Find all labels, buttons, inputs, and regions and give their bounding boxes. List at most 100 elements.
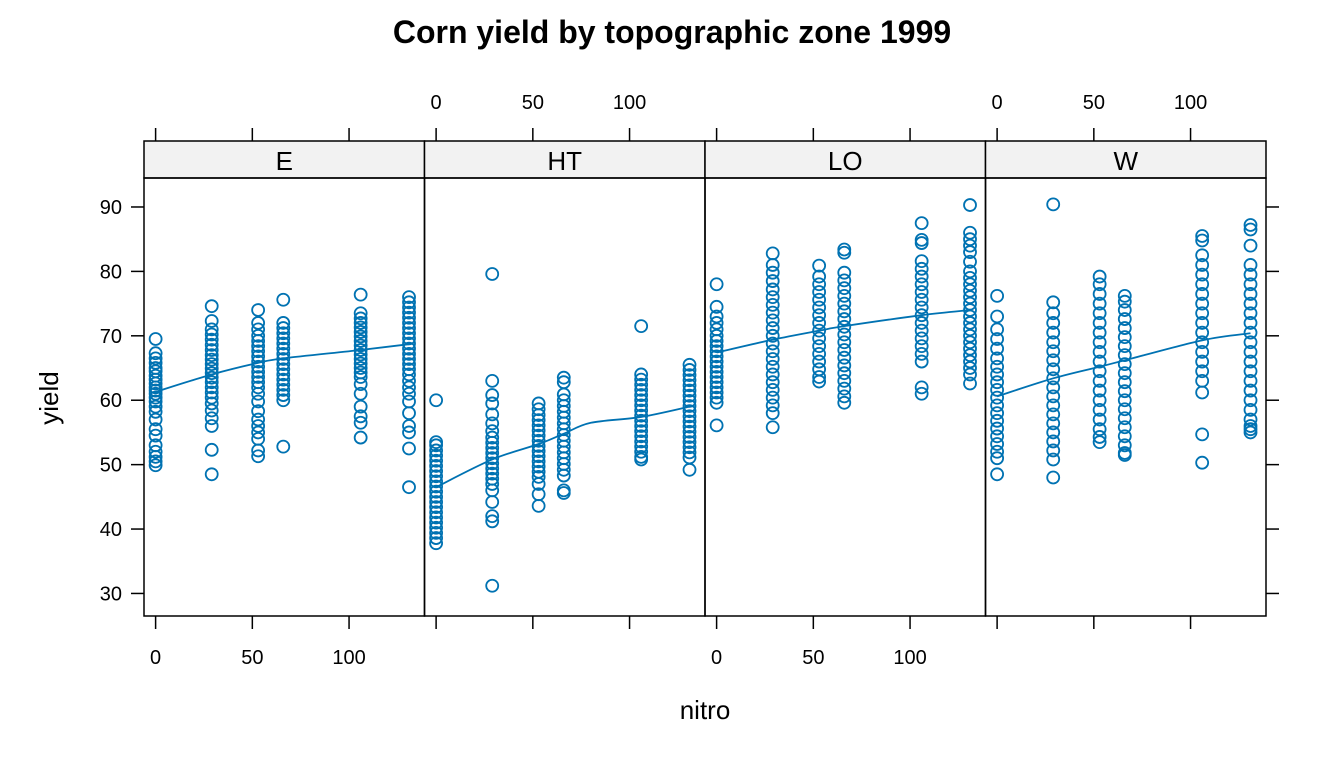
data-point — [1046, 295, 1061, 310]
data-point — [1243, 383, 1258, 398]
data-point — [990, 288, 1005, 303]
data-point — [276, 346, 291, 361]
data-point — [1243, 325, 1258, 340]
data-point — [837, 350, 852, 365]
data-point — [990, 367, 1005, 382]
data-point — [251, 386, 266, 401]
data-point — [682, 368, 697, 383]
data-point — [353, 347, 368, 362]
data-point — [251, 404, 266, 419]
data-point — [353, 287, 368, 302]
data-point — [765, 305, 780, 320]
y-tick-label: 60 — [100, 390, 122, 412]
data-point — [990, 398, 1005, 413]
data-point — [204, 467, 219, 482]
data-point — [837, 312, 852, 326]
data-point — [531, 449, 546, 464]
data-point — [276, 321, 291, 335]
data-point — [251, 339, 266, 354]
data-point — [148, 444, 163, 459]
data-point — [765, 375, 780, 390]
data-point — [812, 370, 827, 384]
data-point — [765, 258, 780, 272]
data-point — [276, 367, 291, 382]
data-point — [1243, 218, 1258, 232]
data-point — [634, 398, 649, 413]
data-point — [1092, 287, 1107, 301]
smooth-line-w — [996, 332, 1251, 398]
data-point — [1243, 345, 1258, 359]
data-point — [765, 383, 780, 397]
data-point — [837, 335, 852, 350]
data-point — [402, 326, 416, 341]
data-point — [531, 418, 546, 433]
data-point — [353, 334, 368, 348]
data-point — [402, 357, 416, 372]
data-point — [709, 370, 724, 384]
data-point — [429, 510, 444, 525]
data-point — [812, 316, 827, 330]
data-point — [634, 413, 649, 428]
data-point — [812, 346, 827, 361]
data-point — [812, 354, 827, 369]
data-point — [353, 306, 368, 321]
data-point — [1092, 393, 1107, 408]
data-point — [990, 451, 1005, 466]
data-point — [276, 439, 291, 454]
data-point — [429, 438, 444, 453]
data-point — [429, 459, 444, 473]
data-point — [402, 341, 416, 356]
data-point — [1046, 316, 1061, 330]
data-point — [429, 500, 444, 515]
data-point — [353, 370, 368, 384]
data-point — [682, 419, 697, 434]
data-point — [353, 352, 368, 366]
data-point — [812, 374, 827, 389]
data-point — [353, 361, 368, 375]
data-point — [353, 377, 368, 392]
data-point — [429, 469, 444, 484]
data-point — [485, 514, 500, 529]
data-point — [1117, 321, 1132, 335]
data-point — [485, 451, 500, 466]
data-point — [914, 216, 929, 230]
data-point — [485, 435, 500, 450]
data-point — [251, 303, 266, 317]
data-point — [402, 295, 416, 310]
data-point — [429, 515, 444, 530]
data-point — [204, 385, 219, 400]
strip-ht — [423, 140, 706, 179]
data-point — [1117, 339, 1132, 354]
data-point — [251, 380, 266, 395]
data-point — [990, 390, 1005, 405]
data-point — [353, 325, 368, 339]
data-point — [990, 429, 1005, 444]
x-axis-label: nitro — [680, 695, 731, 725]
data-point — [1046, 416, 1061, 431]
data-point — [1092, 325, 1107, 340]
data-point — [531, 469, 546, 484]
data-point — [914, 386, 929, 401]
data-point — [1117, 393, 1132, 408]
data-point — [682, 404, 697, 419]
data-point — [402, 406, 416, 421]
data-point — [485, 440, 500, 455]
data-point — [531, 454, 546, 469]
data-point — [485, 407, 500, 422]
data-point — [429, 443, 444, 458]
data-point — [812, 285, 827, 299]
data-point — [682, 435, 697, 449]
data-point — [914, 292, 929, 307]
data-point — [204, 380, 219, 395]
data-point — [634, 388, 649, 402]
data-point — [1092, 373, 1107, 388]
data-point — [812, 292, 827, 307]
data-point — [709, 385, 724, 400]
data-point — [1092, 364, 1107, 379]
data-point — [765, 246, 780, 261]
data-point — [429, 474, 444, 489]
data-point — [485, 578, 500, 593]
data-point — [634, 429, 649, 444]
data-point — [709, 380, 724, 395]
data-point — [402, 310, 416, 325]
